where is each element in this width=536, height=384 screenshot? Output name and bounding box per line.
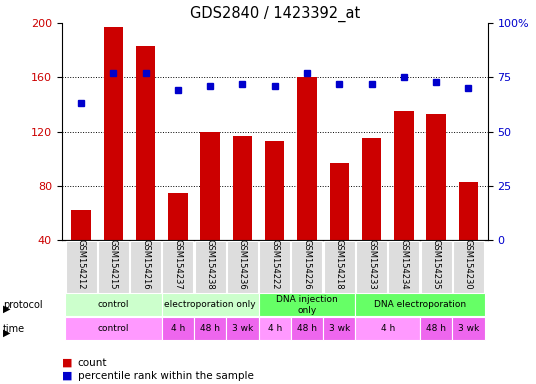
Text: ■: ■ xyxy=(62,358,72,368)
FancyBboxPatch shape xyxy=(291,317,323,340)
FancyBboxPatch shape xyxy=(162,241,193,293)
FancyBboxPatch shape xyxy=(292,241,323,293)
FancyBboxPatch shape xyxy=(421,241,452,293)
Text: 3 wk: 3 wk xyxy=(232,324,253,333)
FancyBboxPatch shape xyxy=(259,241,290,293)
Text: DNA electroporation: DNA electroporation xyxy=(374,300,466,310)
Text: GSM154230: GSM154230 xyxy=(464,239,473,290)
Text: count: count xyxy=(78,358,107,368)
Text: 48 h: 48 h xyxy=(426,324,446,333)
FancyBboxPatch shape xyxy=(162,293,258,316)
Title: GDS2840 / 1423392_at: GDS2840 / 1423392_at xyxy=(190,5,360,22)
FancyBboxPatch shape xyxy=(355,317,420,340)
Bar xyxy=(71,210,91,294)
Bar xyxy=(330,163,349,294)
Text: DNA injection
only: DNA injection only xyxy=(276,295,338,314)
Bar xyxy=(394,111,413,294)
FancyBboxPatch shape xyxy=(452,317,485,340)
FancyBboxPatch shape xyxy=(258,317,291,340)
Text: 48 h: 48 h xyxy=(297,324,317,333)
Bar xyxy=(362,138,381,294)
FancyBboxPatch shape xyxy=(98,241,129,293)
Text: GSM154234: GSM154234 xyxy=(399,239,408,290)
FancyBboxPatch shape xyxy=(356,241,387,293)
Text: 4 h: 4 h xyxy=(267,324,282,333)
Text: GSM154238: GSM154238 xyxy=(206,239,214,290)
Text: GSM154237: GSM154237 xyxy=(173,239,182,290)
Text: control: control xyxy=(98,300,129,310)
Text: GSM154212: GSM154212 xyxy=(77,240,86,290)
FancyBboxPatch shape xyxy=(453,241,484,293)
Text: GSM154222: GSM154222 xyxy=(270,240,279,290)
Bar xyxy=(200,132,220,294)
FancyBboxPatch shape xyxy=(65,293,162,316)
Text: GSM154235: GSM154235 xyxy=(431,239,441,290)
FancyBboxPatch shape xyxy=(65,317,162,340)
FancyBboxPatch shape xyxy=(130,241,161,293)
FancyBboxPatch shape xyxy=(355,293,485,316)
FancyBboxPatch shape xyxy=(324,241,355,293)
FancyBboxPatch shape xyxy=(195,241,226,293)
Bar xyxy=(459,182,478,294)
Text: GSM154215: GSM154215 xyxy=(109,240,118,290)
Text: 4 h: 4 h xyxy=(171,324,185,333)
Bar xyxy=(297,77,317,294)
FancyBboxPatch shape xyxy=(420,317,452,340)
Text: ■: ■ xyxy=(62,371,72,381)
Text: time: time xyxy=(3,324,25,334)
Text: electroporation only: electroporation only xyxy=(165,300,256,310)
Bar xyxy=(168,192,188,294)
Text: protocol: protocol xyxy=(3,300,42,310)
Text: 4 h: 4 h xyxy=(381,324,395,333)
Text: 3 wk: 3 wk xyxy=(329,324,350,333)
FancyBboxPatch shape xyxy=(388,241,419,293)
FancyBboxPatch shape xyxy=(227,241,258,293)
Text: GSM154233: GSM154233 xyxy=(367,239,376,290)
Text: ▶: ▶ xyxy=(3,328,10,338)
FancyBboxPatch shape xyxy=(162,317,194,340)
Bar xyxy=(136,46,155,294)
Text: control: control xyxy=(98,324,129,333)
Bar xyxy=(427,114,446,294)
FancyBboxPatch shape xyxy=(65,241,96,293)
Text: GSM154226: GSM154226 xyxy=(302,239,311,290)
FancyBboxPatch shape xyxy=(323,317,355,340)
Text: GSM154216: GSM154216 xyxy=(141,239,150,290)
Text: GSM154218: GSM154218 xyxy=(335,239,344,290)
Bar xyxy=(233,136,252,294)
Text: 48 h: 48 h xyxy=(200,324,220,333)
Text: percentile rank within the sample: percentile rank within the sample xyxy=(78,371,254,381)
FancyBboxPatch shape xyxy=(226,317,258,340)
Text: 3 wk: 3 wk xyxy=(458,324,479,333)
Bar xyxy=(265,141,285,294)
Text: ▶: ▶ xyxy=(3,304,10,314)
FancyBboxPatch shape xyxy=(258,293,355,316)
Text: GSM154236: GSM154236 xyxy=(238,239,247,290)
Bar xyxy=(103,27,123,294)
FancyBboxPatch shape xyxy=(194,317,226,340)
